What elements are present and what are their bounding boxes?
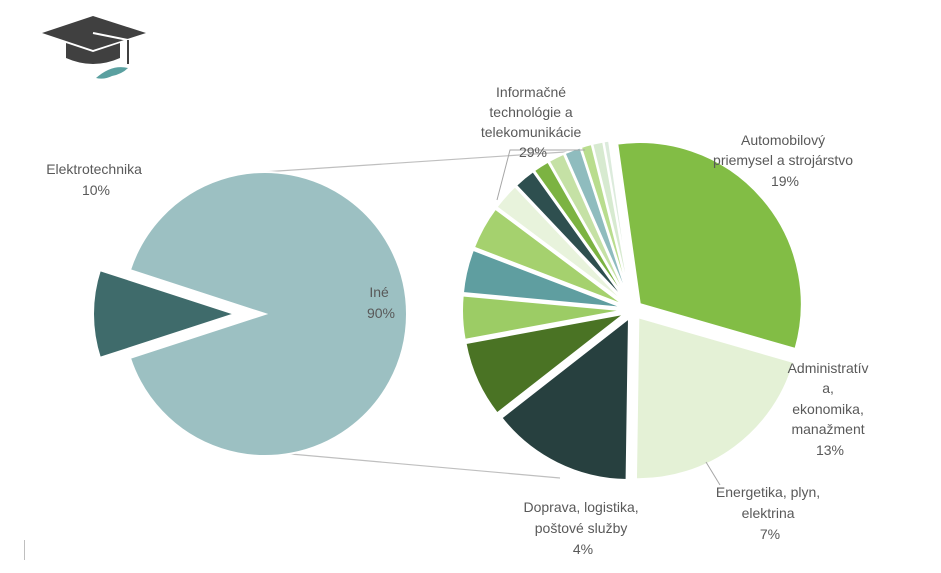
secondary-slice-other-8 [514,169,629,304]
label-doprava: Doprava, logistika, poštové služby 4% [523,499,642,557]
label-ine: Iné 90% [367,284,395,321]
graduation-cap-icon [42,16,146,79]
connector-lines [262,149,596,479]
secondary-slice-doprava-logistika-postove-sluzby [461,248,625,309]
secondary-slice-other-14 [602,139,633,302]
primary-slice-elektrotechnika [92,268,239,360]
secondary-slice-other-6 [472,207,626,307]
secondary-slice-energetika-plyn-elektrina [464,312,626,415]
label-administrativa: Administratív a, ekonomika, manažment 13… [788,360,873,458]
secondary-slice-other-4 [461,294,625,341]
primary-pie [92,171,408,457]
secondary-slice-informacne-technologie-a-telekomunikacie [616,141,803,351]
leader-lines [496,149,721,486]
label-energetika: Energetika, plyn, elektrina 7% [716,484,824,542]
label-informacne-technologie: Informačné technológie a telekomunikácie… [481,84,585,160]
secondary-pie [461,139,803,482]
label-elektrotechnika: Elektrotechnika 10% [46,161,146,198]
secondary-slice-administrativa-ekonomika-manazment [499,315,631,482]
label-automobilovy-priemysel: Automobilový priemysel a strojárstvo 19% [713,132,857,189]
divider [24,540,25,560]
secondary-slice-automobilovy-priemysel-a-strojarstvo [634,315,796,481]
secondary-slice-other-7 [495,184,628,305]
primary-slice-ine [128,171,408,457]
